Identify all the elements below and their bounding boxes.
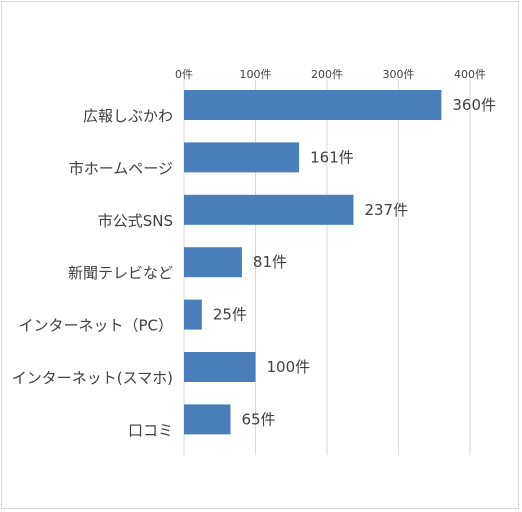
bar: [184, 247, 242, 278]
bar: [184, 404, 231, 435]
bars: [184, 90, 442, 435]
data-label: 237件: [364, 201, 408, 219]
bar: [184, 194, 354, 225]
data-label: 360件: [452, 96, 496, 114]
bar: [184, 299, 202, 330]
category-label: 口コミ: [128, 421, 173, 439]
bar: [184, 352, 256, 382]
x-tick-label: 400件: [454, 68, 486, 81]
data-label: 161件: [310, 148, 354, 166]
data-label: 100件: [267, 358, 311, 376]
x-tick-label: 200件: [311, 68, 343, 81]
category-label: 新聞テレビなど: [68, 264, 173, 282]
category-label: インターネット(スマホ): [12, 369, 173, 387]
x-tick-label: 0件: [175, 68, 193, 81]
bar: [184, 142, 300, 173]
data-label: 81件: [253, 253, 287, 271]
x-tick-label: 100件: [240, 68, 272, 81]
data-label: 25件: [213, 306, 247, 324]
category-label: 広報しぶかわ: [83, 107, 173, 125]
bar: [184, 90, 442, 120]
category-label: 市公式SNS: [98, 212, 173, 230]
x-axis-ticks: 0件 100件 200件 300件 400件: [175, 68, 486, 81]
category-label: インターネット（PC）: [18, 317, 173, 335]
data-label: 65件: [241, 410, 275, 428]
category-label: 市ホームページ: [69, 159, 173, 177]
x-tick-label: 300件: [383, 68, 415, 81]
